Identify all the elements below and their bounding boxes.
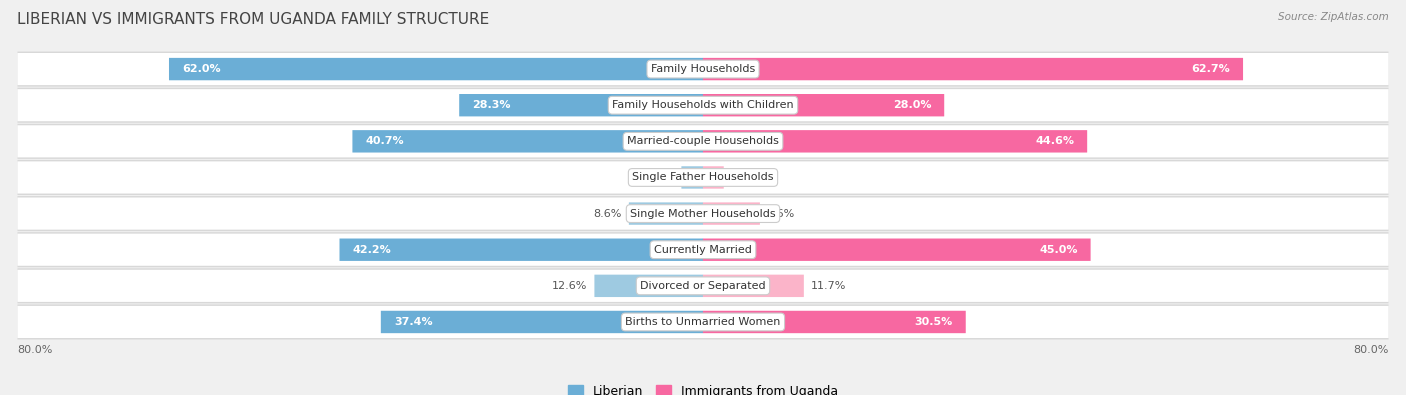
FancyBboxPatch shape: [703, 130, 1087, 152]
Text: 45.0%: 45.0%: [1039, 245, 1077, 255]
FancyBboxPatch shape: [17, 89, 1389, 121]
FancyBboxPatch shape: [17, 198, 1389, 229]
FancyBboxPatch shape: [339, 239, 703, 261]
Text: 42.2%: 42.2%: [353, 245, 391, 255]
Text: 28.3%: 28.3%: [472, 100, 510, 110]
Text: 80.0%: 80.0%: [1353, 346, 1389, 356]
Text: Married-couple Households: Married-couple Households: [627, 136, 779, 146]
FancyBboxPatch shape: [17, 88, 1389, 123]
FancyBboxPatch shape: [17, 196, 1389, 231]
FancyBboxPatch shape: [17, 162, 1389, 194]
FancyBboxPatch shape: [169, 58, 703, 80]
FancyBboxPatch shape: [17, 233, 1389, 266]
Text: LIBERIAN VS IMMIGRANTS FROM UGANDA FAMILY STRUCTURE: LIBERIAN VS IMMIGRANTS FROM UGANDA FAMIL…: [17, 12, 489, 27]
Text: 40.7%: 40.7%: [366, 136, 404, 146]
Text: 2.5%: 2.5%: [647, 173, 675, 182]
Text: 44.6%: 44.6%: [1035, 136, 1074, 146]
Text: 2.4%: 2.4%: [731, 173, 759, 182]
Text: Single Father Households: Single Father Households: [633, 173, 773, 182]
Text: 6.6%: 6.6%: [766, 209, 794, 218]
FancyBboxPatch shape: [17, 305, 1389, 339]
FancyBboxPatch shape: [17, 124, 1389, 159]
FancyBboxPatch shape: [17, 125, 1389, 158]
Text: 8.6%: 8.6%: [593, 209, 621, 218]
FancyBboxPatch shape: [17, 160, 1389, 195]
FancyBboxPatch shape: [703, 311, 966, 333]
Text: 30.5%: 30.5%: [914, 317, 953, 327]
Text: 62.7%: 62.7%: [1191, 64, 1230, 74]
Text: 28.0%: 28.0%: [893, 100, 931, 110]
FancyBboxPatch shape: [17, 52, 1389, 87]
FancyBboxPatch shape: [682, 166, 703, 189]
FancyBboxPatch shape: [353, 130, 703, 152]
Legend: Liberian, Immigrants from Uganda: Liberian, Immigrants from Uganda: [562, 380, 844, 395]
FancyBboxPatch shape: [703, 94, 945, 117]
Text: 11.7%: 11.7%: [811, 281, 846, 291]
Text: 37.4%: 37.4%: [394, 317, 433, 327]
FancyBboxPatch shape: [703, 202, 759, 225]
FancyBboxPatch shape: [460, 94, 703, 117]
FancyBboxPatch shape: [17, 306, 1389, 338]
Text: 62.0%: 62.0%: [181, 64, 221, 74]
Text: Family Households with Children: Family Households with Children: [612, 100, 794, 110]
FancyBboxPatch shape: [595, 275, 703, 297]
FancyBboxPatch shape: [17, 270, 1389, 302]
FancyBboxPatch shape: [381, 311, 703, 333]
Text: 80.0%: 80.0%: [17, 346, 53, 356]
FancyBboxPatch shape: [703, 166, 724, 189]
Text: Single Mother Households: Single Mother Households: [630, 209, 776, 218]
FancyBboxPatch shape: [703, 275, 804, 297]
Text: Currently Married: Currently Married: [654, 245, 752, 255]
Text: Source: ZipAtlas.com: Source: ZipAtlas.com: [1278, 12, 1389, 22]
FancyBboxPatch shape: [17, 53, 1389, 85]
FancyBboxPatch shape: [703, 58, 1243, 80]
Text: Divorced or Separated: Divorced or Separated: [640, 281, 766, 291]
Text: 12.6%: 12.6%: [553, 281, 588, 291]
FancyBboxPatch shape: [17, 268, 1389, 303]
Text: Births to Unmarried Women: Births to Unmarried Women: [626, 317, 780, 327]
FancyBboxPatch shape: [703, 239, 1091, 261]
FancyBboxPatch shape: [628, 202, 703, 225]
FancyBboxPatch shape: [17, 232, 1389, 267]
Text: Family Households: Family Households: [651, 64, 755, 74]
